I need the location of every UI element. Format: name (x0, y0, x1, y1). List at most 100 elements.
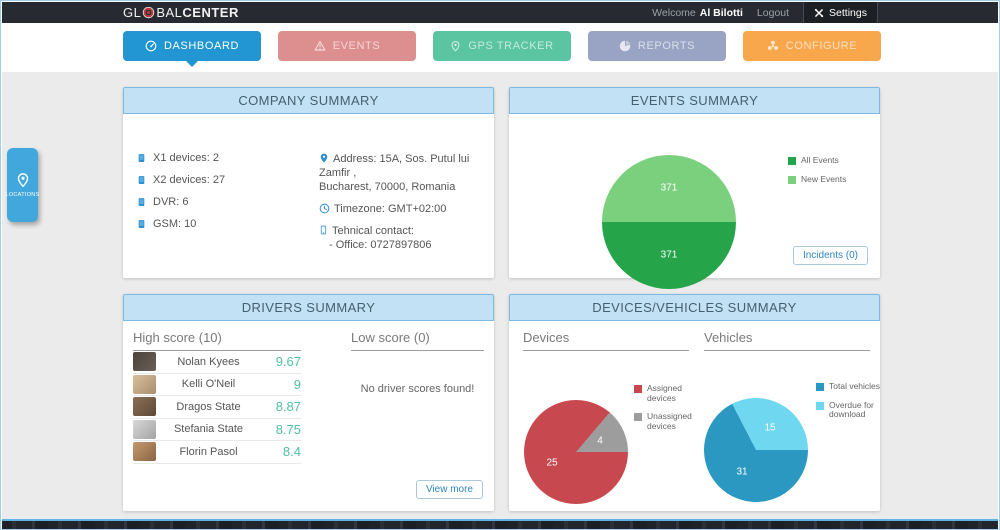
driver-avatar (133, 397, 156, 417)
legend-swatch (634, 385, 642, 393)
legend-label: Total vehicles (829, 381, 881, 391)
devices-subheader: Devices (523, 330, 689, 351)
tab-label: REPORTS (637, 40, 696, 52)
driver-row: Florin Pasol 8.4 (133, 441, 301, 464)
tab-gps-tracker[interactable]: GPS TRACKER (433, 31, 571, 61)
device-count-list: X1 devices: 2 X2 devices: 27 DVR: 6 GSM:… (137, 152, 225, 240)
logout-link[interactable]: Logout (756, 6, 790, 19)
devices-vehicles-body: Devices Vehicles 25 4 Assigned devices U… (509, 321, 880, 511)
legend-label: New Events (801, 173, 847, 184)
contact-office: - Office: 0727897806 (329, 239, 432, 251)
timezone-text: Timezone: GMT+02:00 (334, 203, 447, 215)
device-count-item: X2 devices: 27 (137, 174, 225, 186)
device-count-item: X1 devices: 2 (137, 152, 225, 164)
app-logo: GL BAL CENTER (123, 2, 239, 23)
map-pin-icon (320, 153, 328, 163)
driver-score: 8.75 (275, 421, 301, 437)
driver-score: 8.4 (282, 444, 301, 460)
driver-name: Nolan Kyees (177, 355, 240, 368)
device-count-item: GSM: 10 (137, 218, 225, 230)
tab-label: CONFIGURE (785, 40, 858, 52)
address-line1: Address: 15A, Sos. Putul lui Zamfir , (319, 153, 470, 179)
main-nav: DASHBOARD EVENTS GPS TRACKER REPORTS (2, 23, 998, 72)
driver-score: 9 (293, 376, 301, 392)
vehicles-legend: Total vehicles Overdue for download (816, 381, 881, 429)
active-tab-caret (186, 61, 198, 67)
events-pie-chart: 371 371 (602, 155, 736, 289)
tablet-icon (138, 154, 145, 162)
address-line2: Bucharest, 70000, Romania (319, 181, 456, 193)
devices-vehicles-summary-panel: DEVICES/VEHICLES SUMMARY Devices Vehicle… (509, 294, 880, 511)
high-score-header: High score (10) (133, 330, 301, 351)
tab-events[interactable]: EVENTS (278, 31, 416, 61)
driver-name: Dragos State (176, 400, 241, 413)
legend-item: Overdue for download (816, 400, 881, 420)
legend-swatch (788, 157, 796, 165)
driver-name: Kelli O'Neil (181, 378, 236, 391)
pin-icon (451, 41, 460, 52)
locations-side-tab[interactable]: LOCATIONS (5, 148, 40, 222)
clock-icon (319, 203, 330, 214)
legend-swatch (816, 401, 824, 410)
high-score-column: High score (10) Nolan Kyees 9.67 Kelli O… (133, 330, 301, 464)
devices-legend: Assigned devices Unassigned devices (634, 383, 699, 440)
low-score-header: Low score (0) (351, 330, 484, 351)
drivers-summary-body: High score (10) Nolan Kyees 9.67 Kelli O… (123, 321, 494, 511)
settings-button[interactable]: Settings (803, 2, 878, 23)
contact-block: Tehnical contact: - Office: 0727897806 (319, 224, 487, 252)
device-count-text: DVR: 6 (153, 196, 189, 208)
pie-chart-icon (619, 40, 631, 52)
tab-dashboard[interactable]: DASHBOARD (123, 31, 261, 67)
driver-avatar (133, 352, 156, 372)
tab-label: GPS TRACKER (468, 40, 554, 52)
tools-icon (814, 8, 824, 17)
low-score-column: Low score (0) No driver scores found! (351, 330, 484, 395)
tab-reports[interactable]: REPORTS (588, 31, 726, 61)
tab-configure[interactable]: CONFIGURE (743, 31, 881, 61)
locations-label: LOCATIONS (5, 192, 40, 198)
events-legend: All Events New Events (788, 155, 847, 193)
settings-label: Settings (829, 6, 867, 19)
user-name: Al Bilotti (699, 6, 743, 19)
bottom-divider (2, 519, 998, 521)
legend-item: New Events (788, 173, 847, 185)
welcome-text: Welcome Al Bilotti (652, 2, 743, 23)
panel-title: DRIVERS SUMMARY (123, 294, 494, 321)
logo-text-mid: BAL (156, 5, 183, 20)
header-right-cluster: Welcome Al Bilotti Logout Settings (652, 2, 878, 23)
driver-row: Kelli O'Neil 9 (133, 374, 301, 396)
driver-avatar (133, 374, 156, 394)
company-summary-panel: COMPANY SUMMARY X1 devices: 2 X2 devices… (123, 87, 494, 278)
device-count-text: GSM: 10 (153, 218, 197, 230)
company-info-column: Address: 15A, Sos. Putul lui Zamfir , Bu… (319, 152, 487, 260)
panel-title: DEVICES/VEHICLES SUMMARY (509, 294, 880, 321)
devices-pie-chart: 25 4 (524, 400, 628, 504)
contact-title: Tehnical contact: (332, 225, 414, 237)
legend-swatch (634, 413, 642, 421)
logo-text-bold: CENTER (182, 5, 239, 20)
welcome-label: Welcome (652, 6, 696, 19)
location-pin-icon (17, 173, 28, 188)
company-summary-body: X1 devices: 2 X2 devices: 27 DVR: 6 GSM:… (123, 114, 494, 278)
phone-icon (320, 225, 327, 235)
logo-text-left: GL (123, 5, 142, 20)
tablet-icon (138, 176, 145, 184)
driver-score: 9.67 (275, 354, 301, 370)
tab-label: EVENTS (332, 40, 381, 52)
drivers-summary-panel: DRIVERS SUMMARY High score (10) Nolan Ky… (123, 294, 494, 511)
pie-value-overdue: 15 (764, 422, 776, 434)
legend-item: Assigned devices (634, 383, 699, 403)
legend-item: Total vehicles (816, 381, 881, 392)
driver-row: Stefania State 8.75 (133, 419, 301, 441)
pie-value-all-events: 371 (660, 249, 678, 261)
bullseye-logo-icon (143, 6, 155, 19)
incidents-button[interactable]: Incidents (0) (792, 246, 868, 265)
pie-value-assigned: 25 (546, 457, 558, 469)
legend-swatch (788, 175, 796, 184)
driver-name: Stefania State (173, 423, 244, 436)
bottom-map-strip (2, 521, 998, 529)
legend-label: All Events (801, 155, 839, 165)
legend-swatch (816, 383, 824, 391)
view-more-button[interactable]: View more (415, 480, 483, 499)
